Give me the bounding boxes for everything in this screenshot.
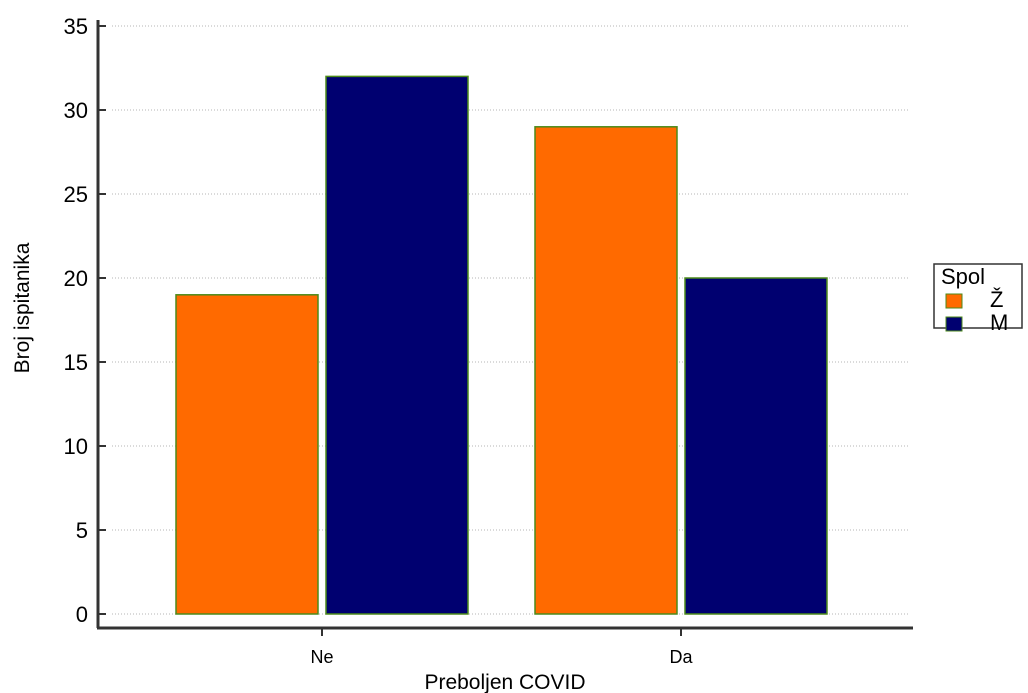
legend-swatch	[945, 293, 963, 309]
y-tick-label: 15	[64, 350, 88, 375]
axes	[96, 20, 913, 630]
y-tick-label: 0	[76, 602, 88, 627]
y-tick-label: 20	[64, 266, 88, 291]
bars	[175, 75, 828, 615]
x-tick-label: Ne	[310, 647, 333, 667]
y-tick-label: 30	[64, 98, 88, 123]
x-ticks: Ne Da	[310, 628, 693, 667]
legend-label: M	[990, 310, 1008, 335]
y-tick-label: 5	[76, 518, 88, 543]
legend-label: Ž	[990, 287, 1003, 312]
x-axis-title: Preboljen COVID	[424, 671, 585, 693]
y-tick-label: 35	[64, 14, 88, 39]
y-axis-title: Broj ispitanika	[11, 242, 34, 373]
y-tick-label: 10	[64, 434, 88, 459]
legend-items: ŽM	[945, 287, 1008, 335]
x-tick-label: Da	[669, 647, 693, 667]
bar	[175, 294, 319, 615]
y-ticks: 0 5 10 15 20 25 30 35	[64, 14, 106, 627]
legend: Spol ŽM	[933, 263, 1023, 335]
bar	[684, 277, 828, 615]
legend-title: Spol	[941, 264, 985, 289]
y-tick-label: 25	[64, 182, 88, 207]
bar	[325, 75, 469, 615]
legend-swatch	[945, 316, 963, 332]
bar	[534, 126, 678, 615]
